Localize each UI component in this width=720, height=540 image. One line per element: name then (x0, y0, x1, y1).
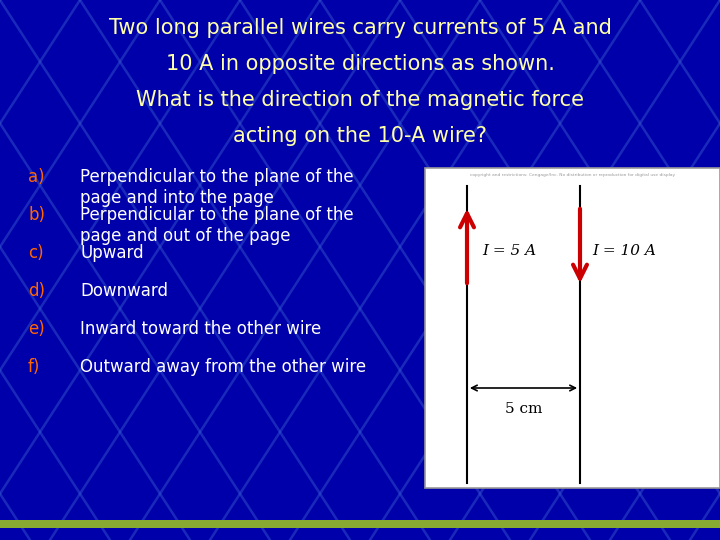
Bar (0, 520, 720, 528)
Text: 5 cm: 5 cm (505, 402, 542, 416)
Text: f): f) (28, 358, 40, 376)
Text: Outward away from the other wire: Outward away from the other wire (80, 358, 366, 376)
Text: acting on the 10-A wire?: acting on the 10-A wire? (233, 126, 487, 146)
Text: a): a) (28, 168, 45, 186)
Text: Inward toward the other wire: Inward toward the other wire (80, 320, 321, 338)
Text: I = 10 A: I = 10 A (592, 244, 656, 258)
Text: Upward: Upward (80, 244, 143, 262)
Text: e): e) (28, 320, 45, 338)
Text: Two long parallel wires carry currents of 5 A and: Two long parallel wires carry currents o… (109, 18, 611, 38)
Text: Perpendicular to the plane of the
page and out of the page: Perpendicular to the plane of the page a… (80, 206, 354, 245)
Text: d): d) (28, 282, 45, 300)
Text: What is the direction of the magnetic force: What is the direction of the magnetic fo… (136, 90, 584, 110)
Text: 10 A in opposite directions as shown.: 10 A in opposite directions as shown. (166, 54, 554, 74)
Text: Downward: Downward (80, 282, 168, 300)
Text: b): b) (28, 206, 45, 224)
Text: I = 5 A: I = 5 A (482, 244, 536, 258)
Text: Perpendicular to the plane of the
page and into the page: Perpendicular to the plane of the page a… (80, 168, 354, 207)
Bar (425, 168, 720, 488)
Text: c): c) (28, 244, 44, 262)
Text: copyright and restrictions: Cengage/Inc. No distribution or reproduction for dig: copyright and restrictions: Cengage/Inc.… (470, 173, 675, 177)
